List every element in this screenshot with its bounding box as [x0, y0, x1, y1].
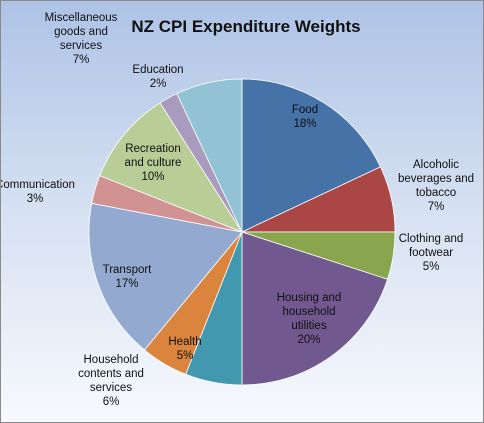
- slice-label-3: Housing and household utilities 20%: [277, 292, 342, 346]
- slice-label-8: Recreation and culture 10%: [125, 143, 182, 183]
- pie-slice-3: [241, 231, 389, 386]
- slice-label-7: Communication 3%: [1, 179, 75, 205]
- slice-label-0: Food 18%: [292, 104, 318, 130]
- slice-label-2: Clothing and footwear 5%: [399, 233, 464, 273]
- slice-label-4: Household contents and services 6%: [78, 354, 144, 408]
- slice-label-1: Alcoholic beverages and tobacco 7%: [398, 159, 474, 213]
- pie-slice-0: [241, 78, 381, 233]
- pie-slice-10: [176, 78, 243, 233]
- slice-label-9: Education 2%: [132, 64, 183, 90]
- chart-title: NZ CPI Expenditure Weights: [131, 17, 360, 36]
- pie-slice-8: [99, 102, 243, 233]
- pie-slice-6: [88, 202, 243, 351]
- slice-label-10: Miscellaneous goods and services 7%: [45, 12, 118, 66]
- slice-label-5: Health 5%: [168, 336, 201, 362]
- slice-label-6: Transport 17%: [103, 264, 153, 290]
